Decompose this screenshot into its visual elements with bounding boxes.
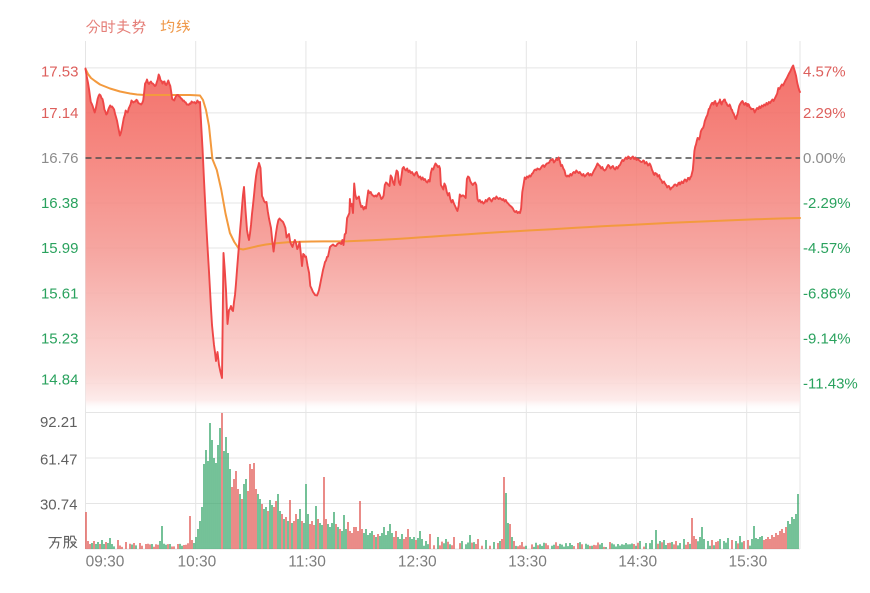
svg-text:10:30: 10:30 <box>178 554 217 571</box>
svg-text:14.84: 14.84 <box>41 372 79 389</box>
svg-text:17.14: 17.14 <box>41 105 79 122</box>
svg-text:4.57%: 4.57% <box>803 64 846 81</box>
svg-text:11:30: 11:30 <box>288 554 326 571</box>
svg-text:12:30: 12:30 <box>398 554 437 571</box>
svg-text:15.23: 15.23 <box>41 330 79 347</box>
svg-text:-9.14%: -9.14% <box>803 330 851 347</box>
svg-text:0.00%: 0.00% <box>803 150 846 167</box>
svg-text:17.53: 17.53 <box>41 64 79 81</box>
svg-text:-6.86%: -6.86% <box>803 285 851 302</box>
svg-text:-11.43%: -11.43% <box>803 375 858 392</box>
svg-text:-2.29%: -2.29% <box>803 195 851 212</box>
svg-text:61.47: 61.47 <box>40 452 78 469</box>
svg-text:15.99: 15.99 <box>41 240 79 257</box>
svg-text:30.74: 30.74 <box>40 496 78 513</box>
svg-text:15.61: 15.61 <box>41 285 79 302</box>
svg-text:16.76: 16.76 <box>41 150 79 167</box>
svg-text:-4.57%: -4.57% <box>803 240 851 257</box>
svg-text:16.38: 16.38 <box>41 195 79 212</box>
svg-text:92.21: 92.21 <box>40 414 78 431</box>
svg-text:09:30: 09:30 <box>86 554 125 571</box>
svg-text:15:30: 15:30 <box>729 554 768 571</box>
svg-text:14:30: 14:30 <box>618 554 657 571</box>
svg-text:2.29%: 2.29% <box>803 105 846 122</box>
svg-text:13:30: 13:30 <box>508 554 547 571</box>
